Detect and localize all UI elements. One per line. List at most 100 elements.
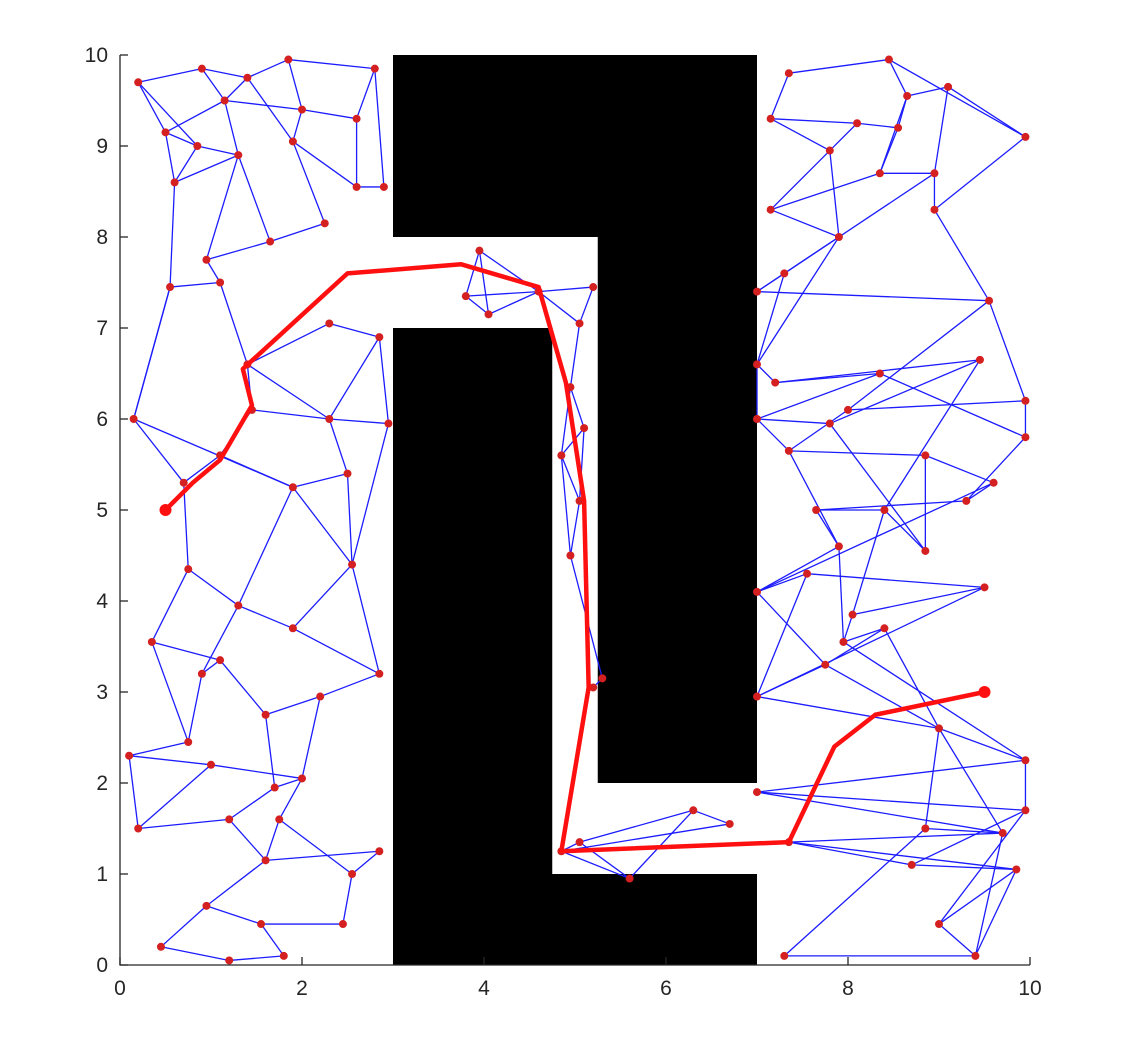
roadmap-edge xyxy=(579,809,694,843)
roadmap-edge xyxy=(201,68,226,101)
roadmap-edge xyxy=(488,291,539,315)
roadmap-edge xyxy=(478,250,490,315)
roadmap-edge xyxy=(756,482,994,593)
roadmap-edge xyxy=(756,418,790,452)
roadmap-edge xyxy=(205,259,221,283)
roadmap-node xyxy=(766,114,775,123)
roadmap-edge xyxy=(756,363,776,384)
roadmap-node xyxy=(484,310,493,319)
roadmap-node xyxy=(1021,806,1030,815)
y-tick-label: 4 xyxy=(96,590,108,613)
roadmap-node xyxy=(848,610,857,619)
roadmap-node xyxy=(689,806,698,815)
roadmap-edge xyxy=(988,300,1027,402)
roadmap-edge xyxy=(292,564,353,629)
roadmap-edge xyxy=(292,486,353,565)
roadmap-edge xyxy=(756,573,808,697)
roadmap-edge xyxy=(756,791,1026,811)
roadmap-node xyxy=(1021,433,1030,442)
roadmap-edge xyxy=(560,455,581,502)
roadmap-edge xyxy=(247,322,330,365)
roadmap-node xyxy=(202,255,211,264)
edge-layer xyxy=(128,58,1027,962)
roadmap-edge xyxy=(187,568,239,607)
roadmap-node xyxy=(812,506,821,514)
roadmap-node xyxy=(343,469,352,478)
roadmap-node xyxy=(803,569,812,578)
obstacle-layer xyxy=(393,55,757,965)
roadmap-edge xyxy=(788,450,926,457)
roadmap-edge xyxy=(756,591,826,666)
roadmap-edge xyxy=(947,86,1026,138)
roadmap-node xyxy=(207,760,215,769)
roadmap-edge xyxy=(756,273,785,365)
roadmap-edge xyxy=(852,586,985,616)
roadmap-edge xyxy=(465,290,539,297)
roadmap-node xyxy=(298,105,306,114)
roadmap-edge xyxy=(278,778,303,820)
roadmap-edge xyxy=(329,418,389,425)
x-tick-label: 6 xyxy=(660,977,672,1000)
roadmap-edge xyxy=(842,614,854,643)
roadmap-node xyxy=(753,415,761,423)
roadmap-edge xyxy=(925,454,994,484)
roadmap-edge xyxy=(201,68,248,79)
roadmap-edge xyxy=(274,777,303,789)
roadmap-edge xyxy=(138,68,203,83)
roadmap-edge xyxy=(329,322,380,338)
roadmap-edge xyxy=(883,627,940,729)
roadmap-edge xyxy=(133,418,294,488)
roadmap-node xyxy=(325,319,334,328)
roadmap-node xyxy=(971,951,980,960)
roadmap-edge xyxy=(756,290,990,302)
roadmap-node xyxy=(944,82,953,91)
roadmap-edge xyxy=(829,122,858,152)
roadmap-edge xyxy=(260,923,285,957)
roadmap-edge xyxy=(238,604,294,629)
roadmap-edge xyxy=(246,77,294,142)
roadmap-node xyxy=(825,146,834,155)
roadmap-node xyxy=(125,751,134,760)
roadmap-edge xyxy=(224,99,303,111)
roadmap-node xyxy=(375,333,384,342)
roadmap-edge xyxy=(888,59,908,97)
roadmap-edge xyxy=(129,755,212,766)
roadmap-node xyxy=(325,415,334,423)
roadmap-edge xyxy=(165,99,225,133)
roadmap-edge xyxy=(374,68,385,187)
roadmap-node xyxy=(625,874,634,883)
roadmap-edge xyxy=(292,140,357,188)
roadmap-edge xyxy=(301,108,357,120)
roadmap-edge xyxy=(264,714,276,788)
roadmap-node xyxy=(475,246,484,255)
x-tick-label: 10 xyxy=(1018,977,1041,1000)
roadmap-edge xyxy=(247,58,289,79)
roadmap-node xyxy=(753,692,761,701)
roadmap-node xyxy=(370,64,379,73)
roadmap-node xyxy=(284,55,293,64)
roadmap-node xyxy=(170,178,179,187)
roadmap-node xyxy=(261,710,270,719)
roadmap-node xyxy=(844,405,852,414)
roadmap-node xyxy=(261,856,270,865)
roadmap-edge xyxy=(756,418,830,425)
roadmap-edge xyxy=(224,100,239,156)
roadmap-node xyxy=(921,546,930,555)
roadmap-node xyxy=(184,738,193,747)
roadmap-node xyxy=(197,64,206,73)
roadmap-node xyxy=(375,669,384,678)
roadmap-node xyxy=(784,69,793,78)
roadmap-edge xyxy=(205,154,239,260)
roadmap-node xyxy=(580,424,589,433)
roadmap-edge xyxy=(888,58,1026,138)
roadmap-edge xyxy=(351,850,380,875)
roadmap-node xyxy=(166,283,175,292)
roadmap-edge xyxy=(933,86,949,174)
roadmap-node xyxy=(766,205,775,214)
roadmap-edge xyxy=(829,423,926,552)
roadmap-edge xyxy=(133,418,185,484)
roadmap-edge xyxy=(879,372,1026,438)
roadmap-node xyxy=(780,269,789,278)
roadmap-edge xyxy=(288,58,375,70)
